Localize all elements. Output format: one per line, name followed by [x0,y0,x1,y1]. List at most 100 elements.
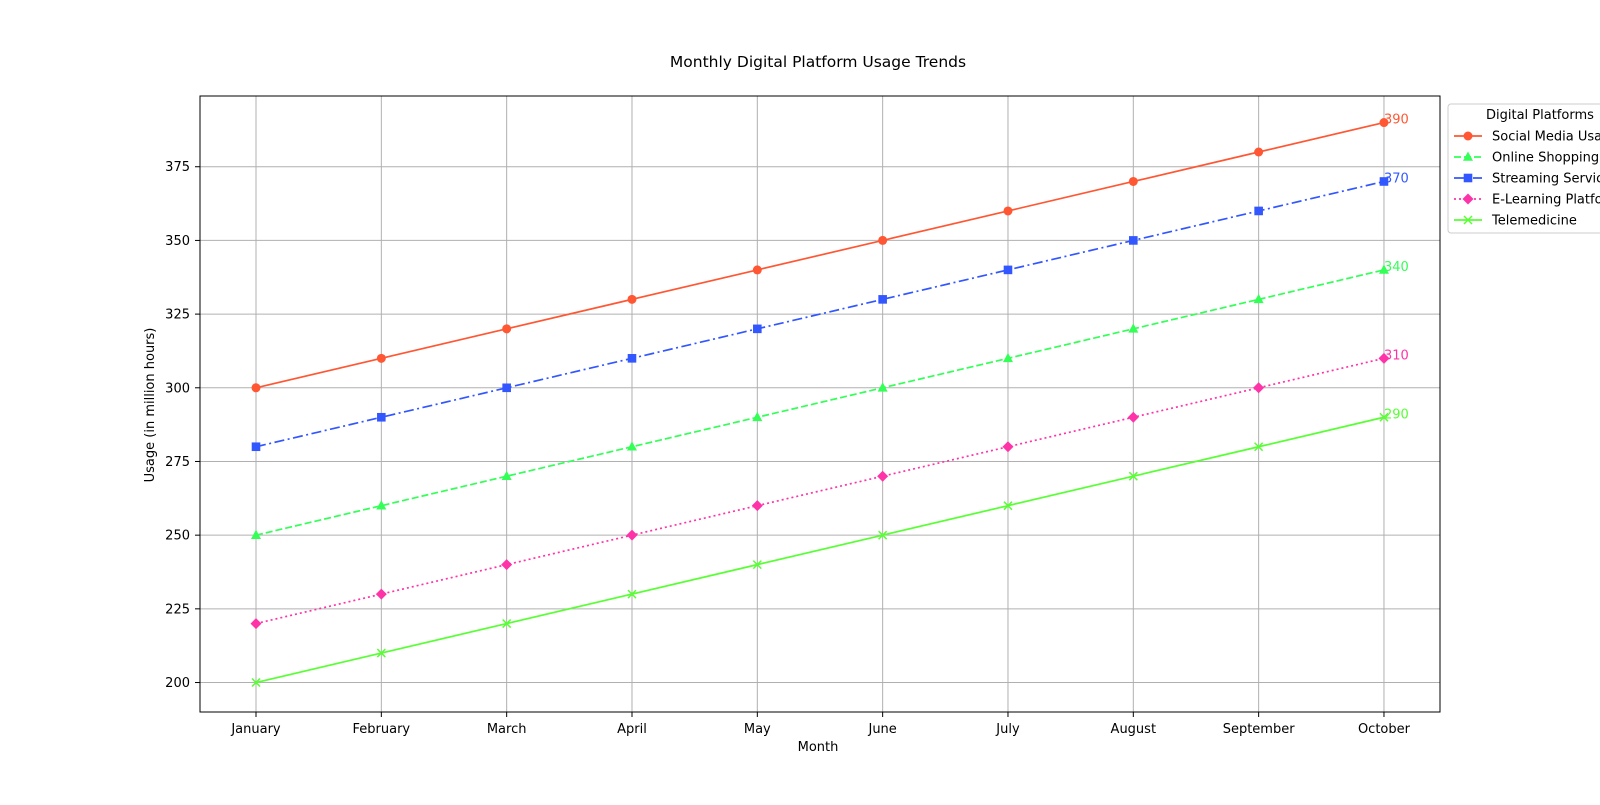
data-point [1379,177,1389,186]
data-point [1379,118,1389,128]
y-tick-label: 325 [165,308,190,323]
legend: Digital Platforms Social Media Usage Onlin… [1447,103,1600,234]
data-point [1128,323,1139,333]
data-point [752,265,762,275]
data-point [1378,352,1390,364]
x-tick-label: March [487,722,527,737]
data-point [1378,264,1389,274]
data-point [502,324,512,334]
y-tick-label: 225 [165,602,190,617]
data-point [1129,236,1138,245]
data-point [626,441,637,451]
legend-item: Social Media Usage [1454,130,1600,145]
data-point [878,295,887,304]
data-point [1003,501,1013,511]
x-tick-label: February [353,722,411,737]
data-point [251,383,261,393]
data-point [627,294,637,304]
legend-label: E-Learning Platforms [1492,193,1600,208]
x-tick-label: September [1223,722,1296,737]
data-point [376,500,387,510]
data-label: 390 [1384,113,1409,128]
data-label: 340 [1384,260,1409,275]
x-tick-label: April [617,722,647,737]
data-point [627,354,637,363]
series-line [255,180,1385,448]
legend-marker [1463,173,1473,183]
data-point [502,383,511,393]
x-axis-label: Month [798,740,839,755]
y-axis-label: Usage (in million hours) [143,328,158,483]
data-point [1254,206,1263,216]
data-point [878,530,888,540]
data-point [1002,441,1014,453]
data-point [1254,147,1264,157]
data-point [1128,176,1138,186]
data-point [627,589,637,599]
legend-label: Streaming Services [1492,172,1600,187]
data-point [877,470,889,482]
data-point [1003,265,1013,275]
y-tick-label: 250 [165,529,190,544]
data-point [501,470,512,481]
data-point [377,412,386,422]
legend-marker [1463,151,1473,161]
series-3: 310 [250,348,1409,630]
series-line [255,416,1385,684]
data-label: 290 [1384,407,1409,422]
data-point [376,648,386,658]
data-point [1128,471,1138,481]
y-tick-label: 350 [165,234,190,249]
legend-item: Online Shopping [1454,151,1599,166]
legend-label: Online Shopping [1492,151,1599,166]
x-tick-label: June [867,722,896,737]
x-tick-label: January [230,722,281,737]
series-line [255,121,1385,389]
data-point [752,560,762,570]
legend-box [1447,103,1600,234]
series-line [255,269,1385,536]
data-point [878,235,888,245]
data-point [877,382,888,392]
data-label: 370 [1384,171,1409,186]
x-tick-label: October [1358,722,1411,737]
data-point [250,618,262,630]
series-4: 290 [251,407,1409,688]
data-point [753,324,762,334]
legend-label: Telemedicine [1491,214,1577,229]
y-tick-label: 375 [165,160,190,175]
data-point [1379,412,1389,422]
x-tick-label: August [1111,722,1157,737]
data-point [1002,352,1013,363]
data-point [251,677,261,688]
series-layer: 390 340 370 310 290 [250,113,1409,688]
data-point [626,529,638,541]
data-point [752,411,763,422]
data-label: 310 [1384,348,1409,363]
legend-item: Streaming Services [1454,172,1600,187]
series-2: 370 [251,171,1409,452]
legend-label: Social Media Usage [1492,130,1600,145]
x-tick-label: July [995,722,1020,737]
y-tick-label: 200 [165,676,190,691]
data-point [1253,382,1265,394]
data-point [251,529,261,539]
series-1: 340 [251,260,1409,539]
data-point [251,442,261,452]
data-point [502,619,512,629]
x-tick-label: May [744,722,771,737]
legend-item: Telemedicine [1454,214,1577,229]
series-0: 390 [251,113,1409,393]
data-point [1253,293,1264,304]
legend-marker [1463,131,1473,141]
chart-title: Monthly Digital Platform Usage Trends [670,53,966,71]
data-point [1127,411,1139,423]
data-point [751,500,763,512]
y-tick-label: 275 [165,455,190,470]
legend-title: Digital Platforms [1486,108,1594,123]
data-point [376,353,386,363]
legend-marker [1463,215,1473,225]
data-point [501,559,513,571]
